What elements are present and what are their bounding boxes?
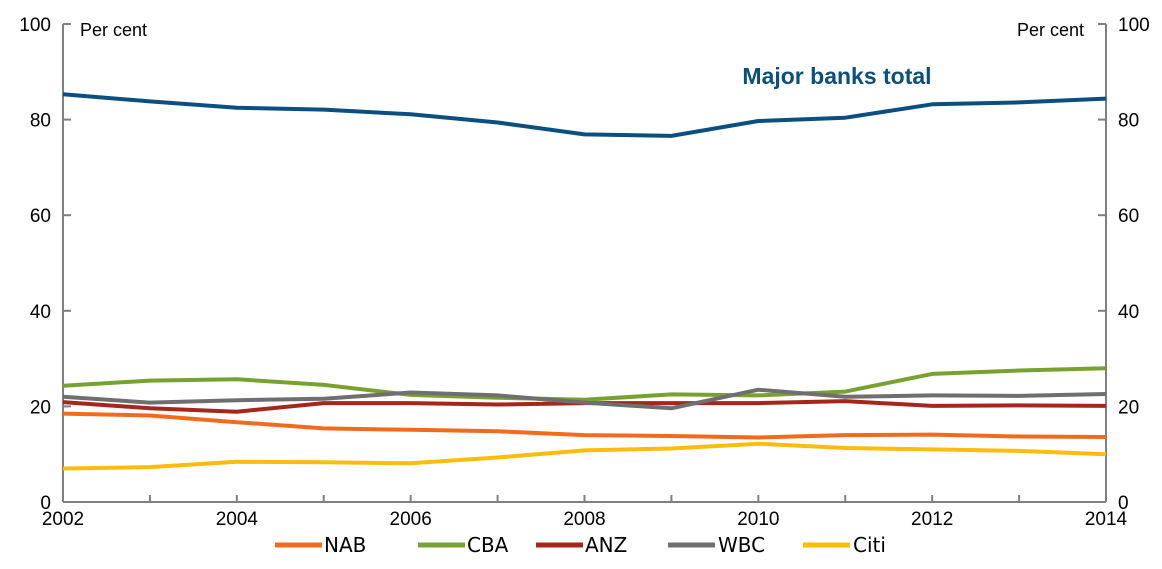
x-tick-label: 2002 [42, 509, 84, 530]
total-series-annotation: Major banks total [742, 63, 931, 89]
y-axis-unit-right: Per cent [1017, 20, 1084, 40]
y-tick-label-left: 60 [30, 206, 51, 227]
y-tick-label-right: 20 [1118, 397, 1139, 418]
x-tick-label: 2004 [216, 509, 259, 530]
y-tick-label-left: 0 [40, 493, 51, 514]
y-tick-label-left: 100 [19, 15, 51, 36]
y-axis-unit-left: Per cent [80, 20, 147, 40]
tick-labels: 0 0 20 20 40 40 60 60 80 80 100 100 2002 2004 2006 2008… [19, 15, 1149, 530]
y-tick-label-right: 100 [1118, 15, 1150, 36]
y-tick-label-right: 60 [1118, 206, 1139, 227]
legend-label-cba: CBA [467, 533, 509, 557]
y-tick-label-left: 80 [30, 111, 51, 132]
series-line-citi [62, 441, 1107, 471]
x-tick-label: 2010 [737, 509, 779, 530]
x-tick-label: 2008 [563, 509, 605, 530]
legend: NAB CBA ANZ WBC Citi [275, 533, 886, 557]
legend-label-nab: NAB [324, 533, 366, 557]
series-line-wbc [62, 387, 1107, 411]
x-tick-label: 2014 [1085, 509, 1128, 530]
legend-label-anz: ANZ [585, 533, 627, 557]
y-tick-label-right: 40 [1118, 302, 1139, 323]
x-tick-label: 2006 [390, 509, 432, 530]
y-tick-label-left: 20 [30, 397, 51, 418]
legend-label-citi: Citi [853, 533, 886, 557]
series-line-nab [62, 411, 1107, 440]
axes [62, 23, 1107, 503]
legend-label-wbc: WBC [718, 533, 765, 557]
y-tick-label-left: 40 [30, 302, 51, 323]
y-tick-label-right: 80 [1118, 111, 1139, 132]
x-tick-label: 2012 [911, 509, 953, 530]
series-line-major-banks-total [62, 92, 1107, 138]
y-tick-label-right: 0 [1118, 493, 1129, 514]
series-lines [62, 92, 1107, 471]
series-line-cba [62, 366, 1107, 402]
